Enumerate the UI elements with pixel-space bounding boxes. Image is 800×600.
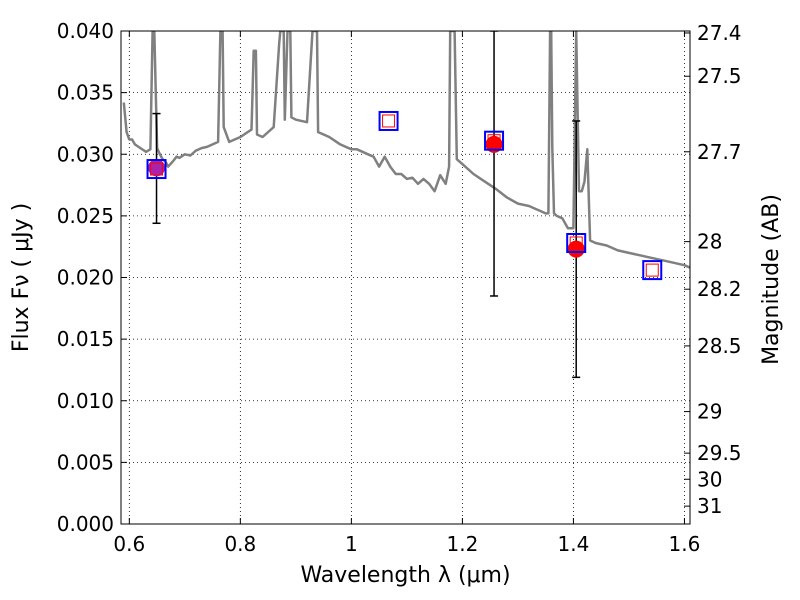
- y-tick-label: 0.000: [57, 512, 114, 536]
- data-point-square: [642, 260, 663, 281]
- y-tick-label: 0.025: [57, 204, 114, 228]
- x-tick-label: 0.8: [224, 532, 256, 556]
- y2-tick-label: 29: [697, 400, 722, 424]
- x-tick-label: 1: [345, 532, 358, 556]
- data-point-square: [378, 110, 399, 131]
- y-tick-label: 0.040: [57, 19, 114, 43]
- x-tick-label: 1.2: [446, 532, 478, 556]
- y-tick-label: 0.015: [57, 327, 114, 351]
- x-tick-label: 1.4: [558, 532, 590, 556]
- y-tick-label: 0.010: [57, 389, 114, 413]
- y2-tick-label: 29.5: [697, 441, 742, 465]
- data-point-square: [484, 130, 505, 151]
- data-point-square: [146, 159, 167, 180]
- data-point-square-inner: [645, 263, 659, 277]
- y-axis-title: Flux Fν ( μJy ): [9, 203, 34, 352]
- open-squares-series: [146, 110, 663, 281]
- x-tick-label: 0.6: [113, 532, 145, 556]
- y2-tick-label: 27.5: [697, 64, 742, 88]
- data-point-square: [566, 232, 587, 253]
- y2-tick-label: 27.7: [697, 140, 742, 164]
- y2-tick-label: 28.2: [697, 277, 742, 301]
- y2-axis-title: Magnitude (AB): [759, 194, 784, 365]
- y2-tick-label: 31: [697, 494, 722, 518]
- y2-tick-label: 28: [697, 230, 722, 254]
- y-tick-label: 0.020: [57, 266, 114, 290]
- y2-axis-ticks: 27.4 27.5 27.7 28 28.2 28.5 29 29.530 31: [684, 21, 742, 518]
- data-point-square-inner: [382, 114, 396, 128]
- y-axis-ticks: 0.000 0.005 0.010 0.015 0.020 0.025 0.030 0.035…: [57, 19, 127, 536]
- y-tick-label: 0.035: [57, 81, 114, 105]
- data-point-square-inner: [569, 236, 583, 250]
- x-tick-label: 1.6: [669, 532, 701, 556]
- y2-tick-label: 30: [697, 467, 722, 491]
- y-tick-label: 0.030: [57, 142, 114, 166]
- x-axis-title: Wavelength λ (μm): [300, 563, 510, 588]
- x-axis-ticks: 0.6 0.8 1 1.2 1.4 1.6: [113, 31, 700, 556]
- data-point-square-inner: [487, 134, 501, 148]
- y2-tick-label: 27.4: [697, 21, 742, 45]
- grid: [121, 30, 690, 525]
- spectrum-line: [122, 31, 690, 269]
- model-spectrum-series: [122, 31, 690, 269]
- data-point-square-inner: [150, 162, 164, 176]
- y-tick-label: 0.005: [57, 450, 114, 474]
- error-bars-series: [152, 31, 581, 379]
- y2-tick-label: 28.5: [697, 334, 742, 358]
